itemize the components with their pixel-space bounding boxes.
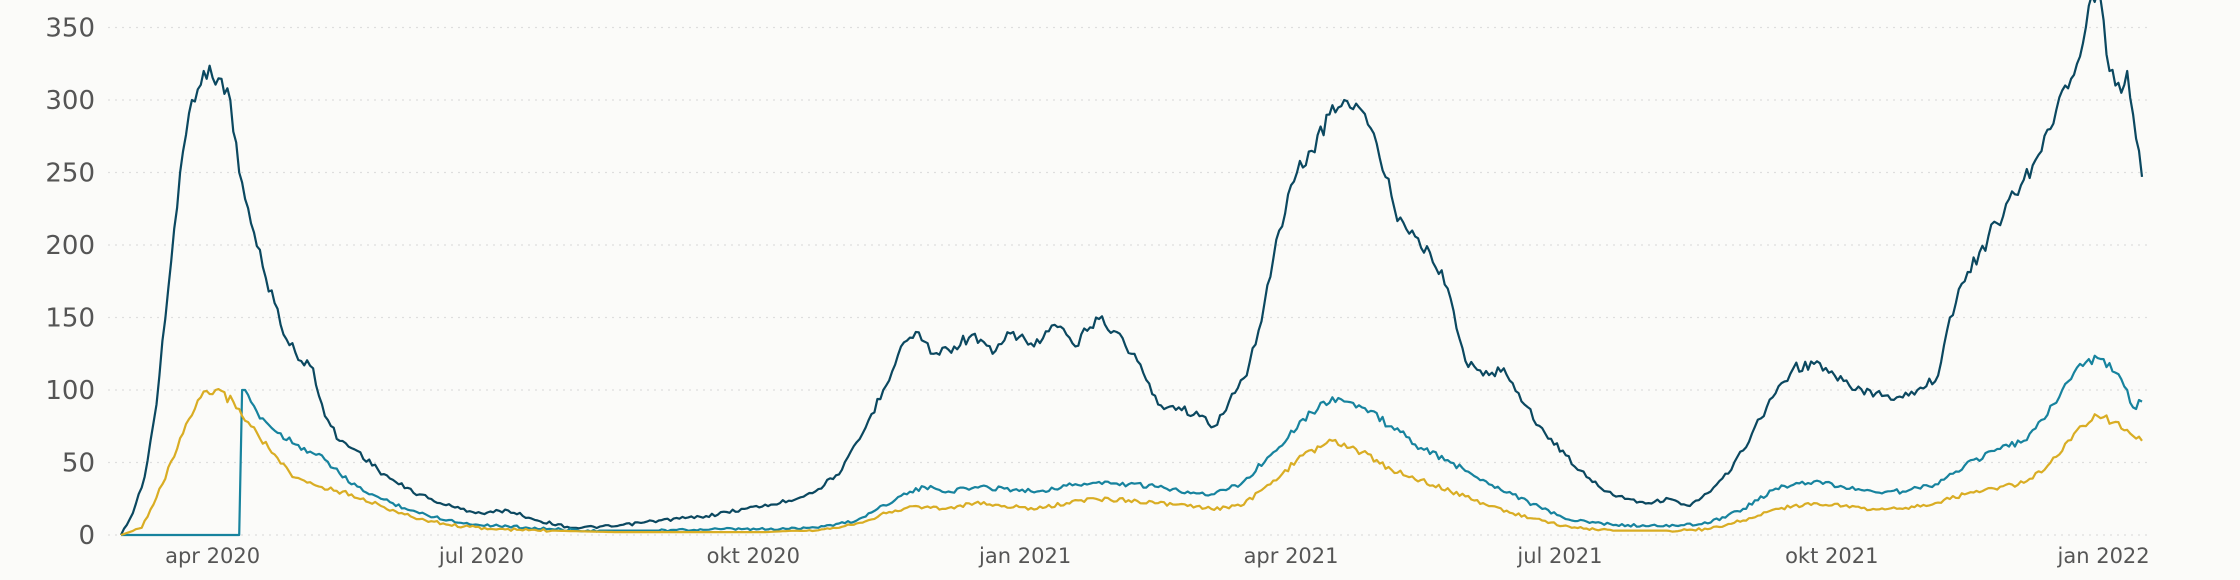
series-line-2: [121, 354, 2143, 537]
y-axis: 0 50 100 150 200 250 300 350: [45, 14, 95, 552]
y-tick-label: 250: [45, 159, 95, 189]
x-tick-label: jan 2021: [978, 544, 1071, 568]
x-tick-label: jan 2022: [2057, 544, 2150, 568]
y-tick-label: 350: [45, 14, 95, 44]
x-tick-label: okt 2021: [1785, 544, 1878, 568]
x-tick-label: apr 2021: [1244, 544, 1339, 568]
series-line-3: [120, 388, 2143, 537]
y-tick-label: 150: [45, 304, 95, 334]
x-tick-label: jul 2021: [1516, 544, 1602, 568]
y-tick-label: 100: [45, 376, 95, 406]
x-axis: apr 2020 jul 2020 okt 2020 jan 2021 apr 2021…: [165, 544, 2150, 568]
y-tick-label: 0: [78, 521, 95, 551]
series-line-1: [120, 0, 2144, 536]
series-layer: [120, 0, 2144, 537]
x-tick-label: jul 2020: [438, 544, 524, 568]
x-tick-label: okt 2020: [707, 544, 800, 568]
y-tick-label: 50: [62, 449, 95, 479]
y-tick-label: 300: [45, 86, 95, 116]
y-tick-label: 200: [45, 231, 95, 261]
grid-layer: [108, 26, 2150, 536]
x-tick-label: apr 2020: [165, 544, 260, 568]
